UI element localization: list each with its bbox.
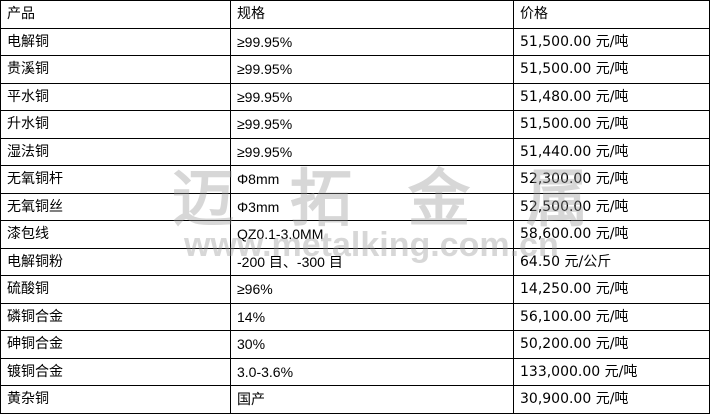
table-row: 升水铜 ≥99.95% 51,500.00 元/吨 bbox=[0, 110, 710, 139]
spec-cell: Φ3mm bbox=[230, 192, 514, 221]
table-row: 平水铜 ≥99.95% 51,480.00 元/吨 bbox=[0, 82, 710, 111]
price-cell: 51,480.00 元/吨 bbox=[513, 82, 710, 111]
price-cell: 51,500.00 元/吨 bbox=[513, 27, 710, 56]
product-cell: 磷铜合金 bbox=[0, 302, 231, 331]
spec-cell: ≥99.95% bbox=[230, 55, 514, 84]
spec-cell: ≥99.95% bbox=[230, 137, 514, 166]
table-row: 漆包线 QZ0.1-3.0MM 58,600.00 元/吨 bbox=[0, 220, 710, 249]
table-row: 贵溪铜 ≥99.95% 51,500.00 元/吨 bbox=[0, 55, 710, 84]
product-cell: 电解铜粉 bbox=[0, 247, 231, 276]
price-cell: 30,900.00 元/吨 bbox=[513, 385, 710, 414]
table-row: 电解铜 ≥99.95% 51,500.00 元/吨 bbox=[0, 27, 710, 56]
table-row: 砷铜合金 30% 50,200.00 元/吨 bbox=[0, 330, 710, 359]
table-row: 无氧铜杆 Φ8mm 52,300.00 元/吨 bbox=[0, 165, 710, 194]
product-cell: 升水铜 bbox=[0, 110, 231, 139]
price-cell: 52,300.00 元/吨 bbox=[513, 165, 710, 194]
spec-cell: ≥99.95% bbox=[230, 27, 514, 56]
price-cell: 133,000.00 元/吨 bbox=[513, 357, 710, 386]
product-cell: 无氧铜丝 bbox=[0, 192, 231, 221]
table-row: 硫酸铜 ≥96% 14,250.00 元/吨 bbox=[0, 275, 710, 304]
product-cell: 贵溪铜 bbox=[0, 55, 231, 84]
product-cell: 镀铜合金 bbox=[0, 357, 231, 386]
table-row: 湿法铜 ≥99.95% 51,440.00 元/吨 bbox=[0, 137, 710, 166]
price-cell: 52,500.00 元/吨 bbox=[513, 192, 710, 221]
product-cell: 湿法铜 bbox=[0, 137, 231, 166]
table-row: 黄杂铜 国产 30,900.00 元/吨 bbox=[0, 385, 710, 414]
price-cell: 64.50 元/公斤 bbox=[513, 247, 710, 276]
table-row: 磷铜合金 14% 56,100.00 元/吨 bbox=[0, 302, 710, 331]
header-price: 价格 bbox=[513, 0, 710, 29]
header-spec: 规格 bbox=[230, 0, 514, 29]
product-cell: 平水铜 bbox=[0, 82, 231, 111]
price-cell: 50,200.00 元/吨 bbox=[513, 330, 710, 359]
price-cell: 56,100.00 元/吨 bbox=[513, 302, 710, 331]
price-cell: 51,500.00 元/吨 bbox=[513, 55, 710, 84]
spec-cell: ≥99.95% bbox=[230, 110, 514, 139]
table-row: 镀铜合金 3.0-3.6% 133,000.00 元/吨 bbox=[0, 357, 710, 386]
spec-cell: 3.0-3.6% bbox=[230, 357, 514, 386]
spec-cell: ≥96% bbox=[230, 275, 514, 304]
price-cell: 51,440.00 元/吨 bbox=[513, 137, 710, 166]
spec-cell: ≥99.95% bbox=[230, 82, 514, 111]
table-row: 无氧铜丝 Φ3mm 52,500.00 元/吨 bbox=[0, 192, 710, 221]
spec-cell: -200 目、-300 目 bbox=[230, 247, 514, 276]
spec-cell: Φ8mm bbox=[230, 165, 514, 194]
product-cell: 黄杂铜 bbox=[0, 385, 231, 414]
product-cell: 硫酸铜 bbox=[0, 275, 231, 304]
product-cell: 漆包线 bbox=[0, 220, 231, 249]
price-cell: 14,250.00 元/吨 bbox=[513, 275, 710, 304]
spec-cell: 30% bbox=[230, 330, 514, 359]
spec-cell: 国产 bbox=[230, 385, 514, 414]
header-product: 产品 bbox=[0, 0, 231, 29]
product-cell: 砷铜合金 bbox=[0, 330, 231, 359]
table-row: 电解铜粉 -200 目、-300 目 64.50 元/公斤 bbox=[0, 247, 710, 276]
price-cell: 51,500.00 元/吨 bbox=[513, 110, 710, 139]
spec-cell: QZ0.1-3.0MM bbox=[230, 220, 514, 249]
price-cell: 58,600.00 元/吨 bbox=[513, 220, 710, 249]
table-header-row: 产品 规格 价格 bbox=[0, 0, 710, 29]
product-cell: 无氧铜杆 bbox=[0, 165, 231, 194]
spec-cell: 14% bbox=[230, 302, 514, 331]
product-cell: 电解铜 bbox=[0, 27, 231, 56]
